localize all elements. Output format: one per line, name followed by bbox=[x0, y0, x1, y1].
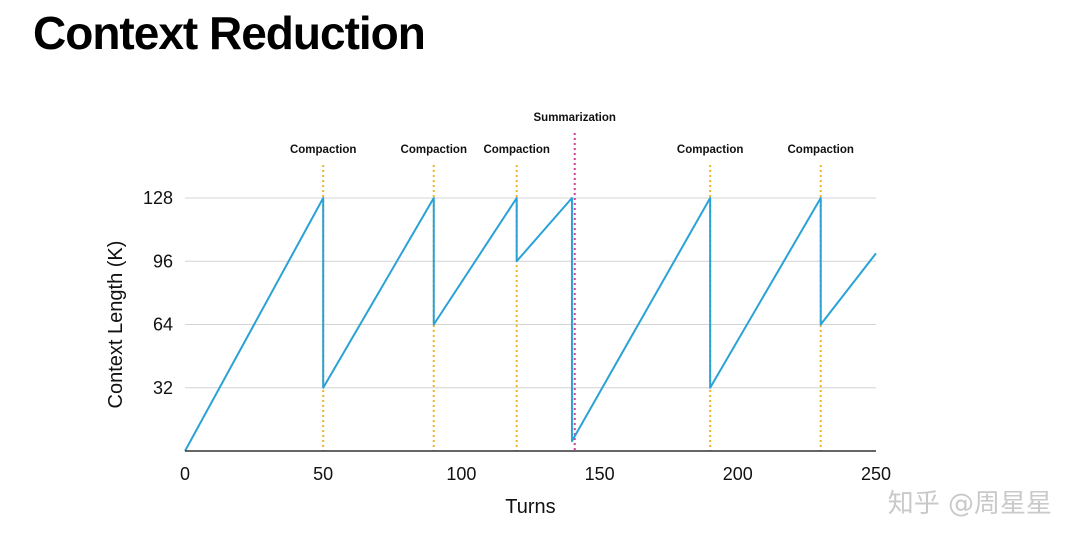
compaction-label: Compaction bbox=[483, 144, 549, 156]
x-tick-label: 100 bbox=[446, 464, 476, 484]
x-axis-label: Turns bbox=[505, 496, 555, 518]
compaction-label: Compaction bbox=[401, 144, 467, 156]
y-tick-label: 32 bbox=[153, 378, 173, 398]
compaction-label: Compaction bbox=[677, 144, 743, 156]
page-title: Context Reduction bbox=[33, 7, 426, 59]
y-tick-label: 128 bbox=[143, 188, 173, 208]
y-tick-label: 96 bbox=[153, 251, 173, 271]
y-axis-label: Context Length (K) bbox=[105, 241, 127, 409]
watermark: 知乎 @周星星 bbox=[887, 489, 1052, 519]
summarization-label: Summarization bbox=[534, 112, 616, 124]
x-tick-label: 250 bbox=[861, 464, 891, 484]
x-tick-label: 50 bbox=[313, 464, 333, 484]
compaction-label: Compaction bbox=[787, 144, 853, 156]
compaction-label: Compaction bbox=[290, 144, 356, 156]
x-tick-label: 150 bbox=[585, 464, 615, 484]
y-tick-label: 64 bbox=[153, 315, 173, 335]
series-line bbox=[184, 197, 877, 452]
x-tick-label: 200 bbox=[723, 464, 753, 484]
x-tick-label: 0 bbox=[180, 464, 190, 484]
